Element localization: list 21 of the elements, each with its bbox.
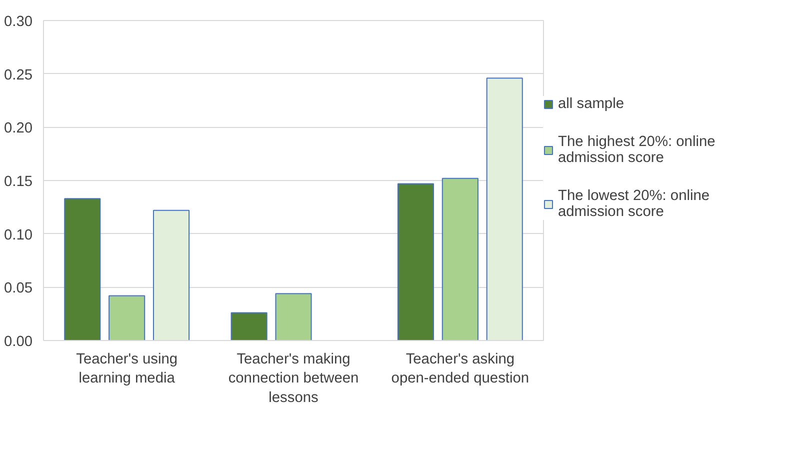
bar [64, 198, 101, 340]
legend-label: all sample [558, 96, 624, 112]
y-tick-label: 0.20 [4, 120, 33, 137]
bar [230, 312, 268, 340]
y-tick-label: 0.10 [4, 227, 33, 244]
y-tick-label: 0.15 [4, 174, 33, 190]
bar [108, 295, 146, 340]
y-tick-label: 0.05 [4, 280, 33, 297]
bar [442, 178, 478, 340]
y-tick-label: 0.30 [4, 14, 33, 30]
bar [397, 183, 434, 340]
x-tick-label: Teacher's using learning media [76, 352, 178, 387]
x-tick-label: Teacher's asking open-ended question [391, 352, 530, 387]
x-tick-label: Teacher's making connection between lessons [228, 352, 359, 406]
y-tick-label: 0.25 [4, 67, 33, 84]
bar [275, 293, 312, 340]
legend-label: The lowest 20%: online admission score [558, 188, 710, 220]
bar [153, 210, 190, 340]
legend-label: The highest 20%: online admission score [558, 134, 716, 166]
y-tick-label: 0.00 [4, 334, 33, 350]
bar [486, 78, 523, 340]
